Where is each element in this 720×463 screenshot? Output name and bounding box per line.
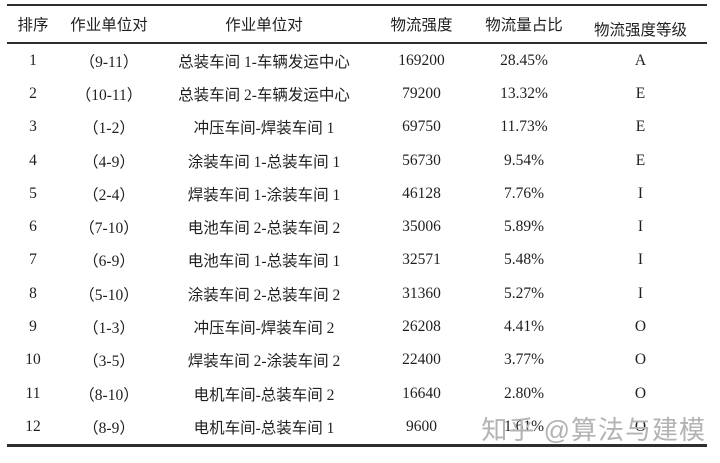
cell-rank: 8	[29, 284, 37, 302]
table-body: 1 （9-11） 总装车间 1-车辆发运中心 169200 28.45% A 2 （10-11…	[7, 43, 707, 445]
cell-rank: 1	[29, 51, 37, 69]
cell-intensity: 79200	[402, 84, 441, 102]
col-header-pair: 作业单位对	[59, 5, 159, 44]
cell-grade: O	[634, 417, 647, 435]
cell-volume-share: 1.61%	[503, 417, 545, 435]
cell-pair-names: 冲压车间-焊装车间 2	[193, 320, 335, 338]
table-row: 6 （7-10） 电池车间 2-总装车间 2 35006 5.89% I	[7, 210, 707, 243]
logistics-intensity-table: 排序 作业单位对 作业单位对 物流强度 物流量占比 物流强度等级 1 （9-11） 总装车间 …	[7, 4, 707, 447]
cell-intensity: 26208	[402, 318, 441, 336]
cell-intensity: 46128	[402, 184, 441, 202]
cell-volume-share: 2.80%	[503, 384, 545, 402]
cell-pair: （4-9）	[83, 153, 135, 171]
table-row: 4 （4-9） 涂装车间 1-总装车间 1 56730 9.54% E	[7, 144, 707, 177]
cell-volume-share: 11.73%	[500, 118, 548, 136]
cell-grade: I	[637, 284, 644, 302]
cell-volume-share: 5.89%	[503, 218, 545, 236]
cell-pair-names: 电池车间 2-总装车间 2	[187, 220, 341, 238]
header-row: 排序 作业单位对 作业单位对 物流强度 物流量占比 物流强度等级	[7, 5, 707, 44]
cell-intensity: 32571	[402, 251, 441, 269]
cell-pair-names: 总装车间 1-车辆发运中心	[178, 53, 350, 71]
cell-pair-names: 电机车间-总装车间 1	[193, 419, 335, 437]
zhihu-watermark: 知乎 @算法与建模	[481, 415, 706, 445]
cell-grade: O	[634, 384, 647, 402]
cell-grade: E	[635, 151, 646, 169]
cell-pair: （10-11）	[75, 86, 143, 104]
table-row: 3 （1-2） 冲压车间-焊装车间 1 69750 11.73% E	[7, 111, 707, 144]
cell-pair-names: 涂装车间 1-总装车间 1	[187, 153, 341, 171]
cell-pair: （3-5）	[83, 353, 135, 371]
cell-grade: E	[635, 118, 646, 136]
cell-grade: I	[637, 251, 644, 269]
cell-rank: 3	[29, 118, 37, 136]
cell-volume-share: 3.77%	[503, 351, 545, 369]
cell-rank: 11	[25, 384, 41, 402]
cell-pair-names: 总装车间 2-车辆发运中心	[178, 86, 350, 104]
cell-pair: （5-10）	[79, 286, 139, 304]
table-row: 10 （3-5） 焊装车间 2-涂装车间 2 22400 3.77% O	[7, 344, 707, 377]
cell-volume-share: 28.45%	[500, 51, 548, 69]
cell-pair-names: 电机车间-总装车间 2	[193, 386, 335, 404]
table-row: 8 （5-10） 涂装车间 2-总装车间 2 31360 5.27% I	[7, 277, 707, 310]
cell-pair: （8-9）	[83, 419, 135, 437]
cell-grade: I	[637, 218, 644, 236]
cell-volume-share: 9.54%	[503, 151, 545, 169]
cell-rank: 9	[29, 318, 37, 336]
cell-pair: （6-9）	[83, 253, 135, 271]
cell-rank: 2	[29, 84, 37, 102]
col-header-rank: 排序	[7, 5, 59, 44]
table-row: 2 （10-11） 总装车间 2-车辆发运中心 79200 13.32% E	[7, 77, 707, 110]
cell-intensity: 16640	[402, 384, 441, 402]
cell-grade: O	[634, 318, 647, 336]
cell-rank: 10	[25, 351, 41, 369]
cell-intensity: 31360	[402, 284, 441, 302]
table-row: 11 （8-10） 电机车间-总装车间 2 16640 2.80% O	[7, 377, 707, 410]
cell-volume-share: 5.48%	[503, 251, 545, 269]
cell-rank: 12	[25, 417, 41, 435]
table-row: 12 （8-9） 电机车间-总装车间 1 9600 1.61% O	[7, 410, 707, 445]
table-row: 9 （1-3） 冲压车间-焊装车间 2 26208 4.41% O	[7, 310, 707, 343]
cell-intensity: 56730	[402, 151, 441, 169]
col-header-intensity: 物流强度	[369, 5, 474, 44]
cell-rank: 4	[29, 151, 37, 169]
table-row: 7 （6-9） 电池车间 1-总装车间 1 32571 5.48% I	[7, 244, 707, 277]
cell-pair: （2-4）	[83, 186, 135, 204]
cell-pair: （1-3）	[83, 320, 135, 338]
cell-volume-share: 7.76%	[503, 184, 545, 202]
cell-intensity: 169200	[398, 51, 445, 69]
cell-rank: 5	[29, 184, 37, 202]
cell-volume-share: 13.32%	[500, 84, 548, 102]
table-row: 1 （9-11） 总装车间 1-车辆发运中心 169200 28.45% A	[7, 43, 707, 77]
cell-pair-names: 电池车间 1-总装车间 1	[187, 253, 341, 271]
col-header-volume-share: 物流量占比	[474, 5, 574, 44]
cell-pair-names: 焊装车间 1-涂装车间 1	[187, 186, 341, 204]
cell-grade: E	[635, 84, 646, 102]
cell-intensity: 35006	[402, 218, 441, 236]
cell-pair-names: 冲压车间-焊装车间 1	[193, 120, 335, 138]
cell-intensity: 69750	[402, 118, 441, 136]
col-header-grade: 物流强度等级	[574, 5, 707, 44]
cell-pair: （7-10）	[79, 220, 139, 238]
cell-intensity: 22400	[402, 351, 441, 369]
cell-volume-share: 5.27%	[503, 284, 545, 302]
cell-pair: （8-10）	[79, 386, 139, 404]
cell-intensity: 9600	[406, 417, 437, 435]
cell-volume-share: 4.41%	[503, 318, 545, 336]
cell-pair-names: 涂装车间 2-总装车间 2	[187, 286, 341, 304]
cell-pair: （1-2）	[83, 120, 135, 138]
cell-grade: I	[637, 184, 644, 202]
cell-grade: O	[634, 351, 647, 369]
cell-grade: A	[634, 51, 647, 69]
cell-rank: 7	[29, 251, 37, 269]
cell-pair: （9-11）	[79, 53, 139, 71]
cell-pair-names: 焊装车间 2-涂装车间 2	[187, 353, 341, 371]
table-header: 排序 作业单位对 作业单位对 物流强度 物流量占比 物流强度等级	[7, 5, 707, 44]
cell-rank: 6	[29, 218, 37, 236]
col-header-pair-names: 作业单位对	[159, 5, 369, 44]
table-row: 5 （2-4） 焊装车间 1-涂装车间 1 46128 7.76% I	[7, 177, 707, 210]
